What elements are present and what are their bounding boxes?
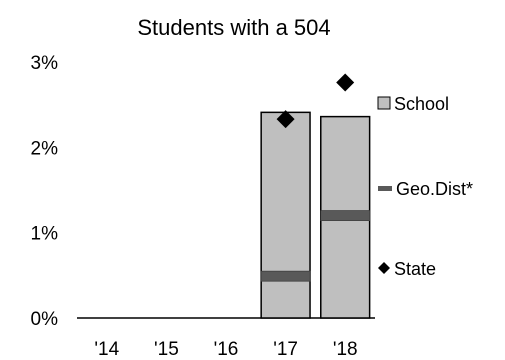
- legend-swatch-geo-dist: [378, 186, 392, 191]
- chart-title: Students with a 504: [137, 15, 330, 40]
- marker-geo-dist: [320, 210, 371, 222]
- marker-state: [276, 110, 295, 129]
- x-tick-label: '17: [273, 339, 298, 360]
- legend: School Geo.Dist* State: [377, 94, 473, 279]
- x-tick-label: '16: [214, 339, 239, 360]
- x-tick-label: '15: [154, 339, 179, 360]
- x-axis-ticks: '14 '15 '16 '17 '18: [94, 339, 357, 360]
- legend-swatch-school: [377, 96, 391, 110]
- y-tick-label: 0%: [31, 309, 59, 330]
- bar-school: [260, 111, 311, 319]
- marker-geo-dist: [260, 270, 311, 282]
- y-tick-label: 3%: [31, 53, 59, 74]
- marker-state: [336, 73, 355, 92]
- x-tick-label: '14: [94, 339, 119, 360]
- chart-marks: [260, 73, 371, 319]
- x-tick-label: '18: [333, 339, 358, 360]
- y-axis-ticks: 0% 1% 2% 3%: [31, 53, 59, 330]
- legend-label-school: School: [394, 94, 449, 114]
- legend-label-state: State: [394, 259, 436, 279]
- y-tick-label: 1%: [31, 224, 59, 245]
- y-tick-label: 2%: [31, 138, 59, 159]
- legend-swatch-state: [378, 262, 390, 274]
- legend-label-geo-dist: Geo.Dist*: [396, 179, 473, 199]
